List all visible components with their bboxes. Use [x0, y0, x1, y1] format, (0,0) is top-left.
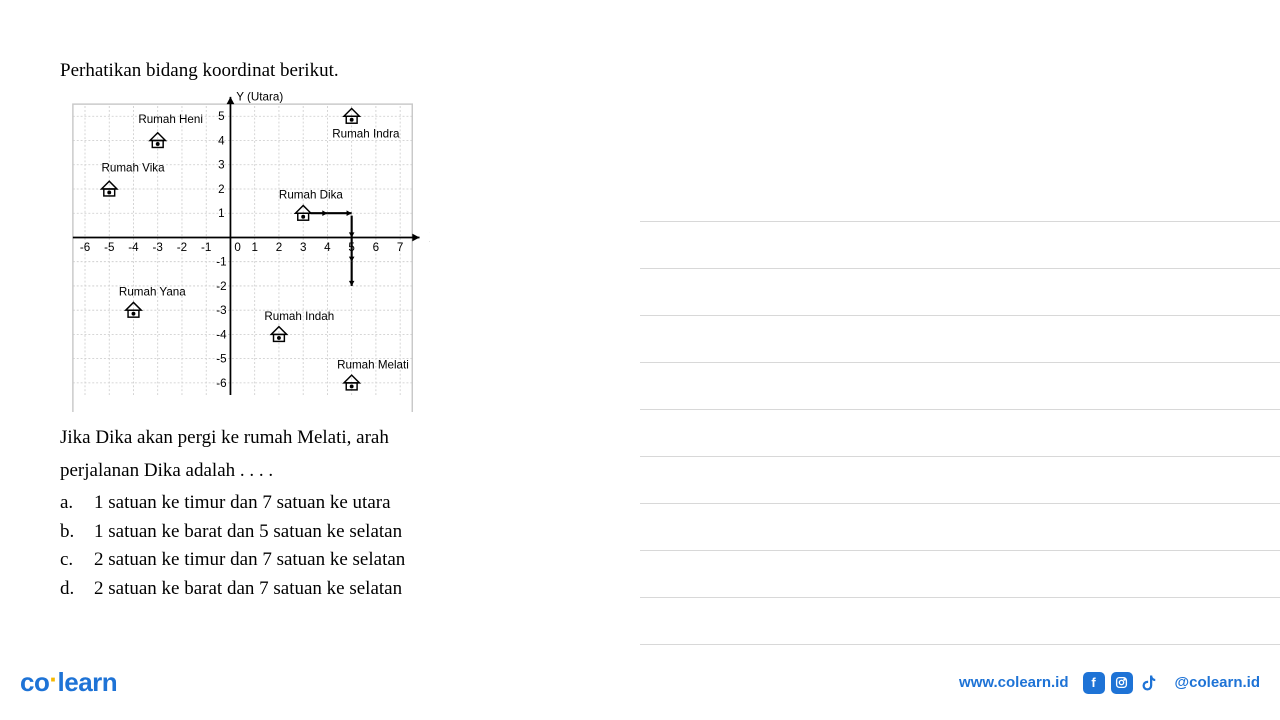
answer-line — [640, 269, 1280, 316]
option-c: c. 2 satuan ke timur dan 7 satuan ke sel… — [60, 546, 560, 575]
option-text: 1 satuan ke barat dan 5 satuan ke selata… — [94, 518, 402, 547]
answer-line — [640, 504, 1280, 551]
answer-line — [640, 222, 1280, 269]
svg-text:4: 4 — [324, 241, 331, 254]
logo-dot: · — [49, 664, 57, 694]
svg-text:5: 5 — [218, 110, 224, 123]
answer-line — [640, 457, 1280, 504]
answer-line — [640, 363, 1280, 410]
footer-right: www.colearn.id f @colearn.id — [959, 672, 1260, 694]
tiktok-icon[interactable] — [1139, 672, 1161, 694]
option-d: d. 2 satuan ke barat dan 7 satuan ke sel… — [60, 575, 560, 604]
option-letter: a. — [60, 489, 78, 518]
svg-text:Rumah Indra: Rumah Indra — [332, 128, 400, 141]
answer-line — [640, 410, 1280, 457]
facebook-icon[interactable]: f — [1083, 672, 1105, 694]
svg-text:-1: -1 — [201, 241, 211, 254]
option-b: b. 1 satuan ke barat dan 5 satuan ke sel… — [60, 518, 560, 547]
coordinate-chart: XY (Utara)-6-5-4-3-2-10123456712345-1-2-… — [60, 92, 430, 412]
svg-text:1: 1 — [218, 207, 224, 220]
brand-logo: co·learn — [20, 667, 117, 698]
svg-text:-2: -2 — [177, 241, 187, 254]
option-letter: b. — [60, 518, 78, 547]
svg-text:-4: -4 — [128, 241, 139, 254]
option-text: 2 satuan ke barat dan 7 satuan ke selata… — [94, 575, 402, 604]
svg-text:-1: -1 — [216, 256, 226, 269]
svg-text:4: 4 — [218, 134, 225, 147]
option-letter: c. — [60, 546, 78, 575]
svg-text:Rumah Indah: Rumah Indah — [264, 310, 334, 323]
option-a: a. 1 satuan ke timur dan 7 satuan ke uta… — [60, 489, 560, 518]
instagram-icon[interactable] — [1111, 672, 1133, 694]
content-area: Perhatikan bidang koordinat berikut. X Y … — [60, 60, 560, 603]
svg-text:Rumah Heni: Rumah Heni — [138, 113, 203, 126]
svg-text:0: 0 — [234, 241, 241, 254]
question-title: Perhatikan bidang koordinat berikut. — [60, 60, 560, 82]
svg-text:1: 1 — [251, 241, 257, 254]
logo-co: co — [20, 667, 49, 697]
options-list: a. 1 satuan ke timur dan 7 satuan ke uta… — [60, 489, 560, 603]
svg-text:-2: -2 — [216, 280, 226, 293]
social-handle[interactable]: @colearn.id — [1175, 674, 1260, 691]
svg-text:-6: -6 — [80, 241, 90, 254]
svg-text:Rumah Yana: Rumah Yana — [119, 286, 186, 299]
svg-text:6: 6 — [373, 241, 379, 254]
option-text: 1 satuan ke timur dan 7 satuan ke utara — [94, 489, 391, 518]
logo-learn: learn — [58, 667, 118, 697]
svg-text:Rumah Melati: Rumah Melati — [337, 358, 409, 371]
answer-lines-area — [640, 175, 1280, 645]
footer: co·learn www.colearn.id f @colearn.id — [20, 667, 1260, 698]
svg-text:-3: -3 — [216, 304, 226, 317]
answer-line — [640, 175, 1280, 222]
svg-text:-4: -4 — [216, 328, 227, 341]
svg-text:-5: -5 — [104, 241, 114, 254]
svg-text:-3: -3 — [153, 241, 163, 254]
svg-text:Rumah Dika: Rumah Dika — [279, 189, 343, 202]
svg-text:2: 2 — [276, 241, 282, 254]
svg-text:Y (Utara): Y (Utara) — [236, 92, 283, 103]
svg-text:3: 3 — [300, 241, 306, 254]
svg-text:7: 7 — [397, 241, 403, 254]
svg-text:Rumah Vika: Rumah Vika — [101, 162, 165, 175]
svg-text:-6: -6 — [216, 377, 226, 390]
svg-text:X: X — [429, 229, 430, 244]
answer-line — [640, 598, 1280, 645]
question-line-2: perjalanan Dika adalah . . . . — [60, 457, 560, 486]
svg-text:2: 2 — [218, 183, 224, 196]
svg-text:3: 3 — [218, 159, 224, 172]
question-line-1: Jika Dika akan pergi ke rumah Melati, ar… — [60, 424, 560, 453]
option-text: 2 satuan ke timur dan 7 satuan ke selata… — [94, 546, 405, 575]
answer-line — [640, 316, 1280, 363]
answer-line — [640, 551, 1280, 598]
website-link[interactable]: www.colearn.id — [959, 674, 1068, 691]
option-letter: d. — [60, 575, 78, 604]
social-icons: f — [1083, 672, 1161, 694]
svg-text:-5: -5 — [216, 353, 226, 366]
